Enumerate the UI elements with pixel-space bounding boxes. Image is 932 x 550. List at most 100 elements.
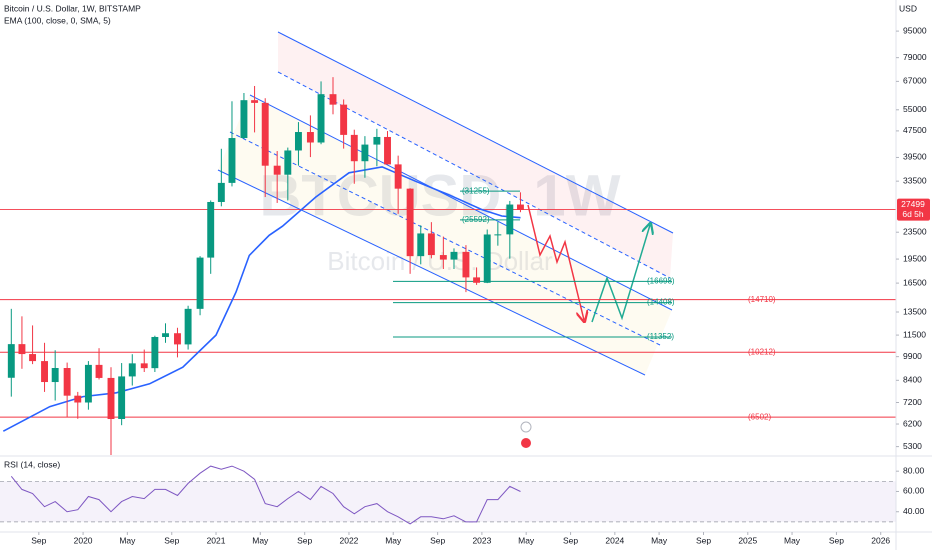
level-label: (31255) xyxy=(462,186,490,195)
channel-line xyxy=(277,31,674,234)
x-tick-label: Sep xyxy=(164,535,179,545)
candle-body xyxy=(74,395,82,403)
candle-body xyxy=(317,94,325,143)
channel-fill-lower xyxy=(218,95,672,375)
y-tick-label: 79000 xyxy=(903,52,927,62)
projection-arrow-down xyxy=(527,204,584,320)
x-tick-label: Sep xyxy=(829,535,844,545)
ema-line xyxy=(2,166,521,432)
candle-body xyxy=(118,376,126,420)
candle-body xyxy=(84,364,92,403)
candle-body xyxy=(329,94,337,105)
candle-body xyxy=(350,134,358,162)
candle-body xyxy=(361,144,369,162)
x-tick-label: 2022 xyxy=(340,535,359,545)
y-tick-label: 80.00 xyxy=(903,465,925,475)
candle-body xyxy=(140,363,148,369)
candle-body xyxy=(284,150,292,175)
candle-body xyxy=(217,182,225,202)
y-tick-label: 33500 xyxy=(903,175,927,185)
watermark-name: Bitcoin / U.S. Dollar xyxy=(327,246,553,276)
y-tick-label: 7200 xyxy=(903,397,922,407)
channel-midline xyxy=(229,131,661,346)
level-label: (16698) xyxy=(647,277,675,286)
x-tick-label: May xyxy=(784,535,801,545)
y-tick-label: 11500 xyxy=(903,329,926,339)
candle-body xyxy=(174,333,181,345)
level-label: (14710) xyxy=(748,295,776,304)
y-tick-label: 67000 xyxy=(903,76,927,86)
candle-body xyxy=(251,100,259,103)
candle-body xyxy=(384,136,391,165)
candle-body xyxy=(128,363,136,377)
candle-body xyxy=(261,102,269,166)
y-tick-label: 60.00 xyxy=(903,486,925,496)
y-tick-label: 55000 xyxy=(903,104,927,114)
candle-body xyxy=(373,136,381,145)
x-tick-label: May xyxy=(252,535,269,545)
y-tick-label: 39500 xyxy=(903,152,927,162)
candle-body xyxy=(406,188,414,257)
y-tick-label: 6200 xyxy=(903,418,922,428)
candle-body xyxy=(29,354,37,362)
candle-body xyxy=(95,364,103,378)
x-tick-label: Sep xyxy=(430,535,445,545)
y-tick-label: 23500 xyxy=(903,226,927,236)
currency-label: USD xyxy=(899,3,917,13)
x-tick-label: Sep xyxy=(297,535,312,545)
x-tick-label: 2025 xyxy=(738,535,757,545)
candle-body xyxy=(107,377,115,420)
channel-line xyxy=(217,169,646,376)
candle-body xyxy=(427,233,435,256)
candle-body xyxy=(63,368,71,396)
x-tick-label: 2020 xyxy=(74,535,93,545)
candle-body xyxy=(41,361,48,383)
ema-legend: EMA (100, close, 0, SMA, 5) xyxy=(4,15,111,25)
rsi-band xyxy=(0,481,896,522)
rsi-pane xyxy=(0,465,896,525)
y-tick-label: 13500 xyxy=(903,306,927,316)
level-label: (11352) xyxy=(647,332,674,341)
candle-body xyxy=(273,165,281,175)
event-icon xyxy=(521,438,531,448)
y-tick-label: 5300 xyxy=(903,441,922,451)
candle-body xyxy=(294,132,302,151)
candle-body xyxy=(162,333,169,337)
x-tick-label: May xyxy=(385,535,402,545)
last-price-label: 27499 xyxy=(901,199,925,209)
candle-body xyxy=(462,251,470,278)
legend: Bitcoin / U.S. Dollar, 1W, BITSTAMP EMA … xyxy=(4,3,141,469)
level-label: (14408) xyxy=(647,298,675,307)
candle-body xyxy=(207,201,215,258)
countdown-label: 6d 5h xyxy=(902,209,924,219)
x-tick-label: 2023 xyxy=(472,535,491,545)
y-tick-label: 95000 xyxy=(903,25,927,35)
channel-fill-upper xyxy=(278,32,673,278)
rsi-line xyxy=(10,465,521,525)
level-label: (10212) xyxy=(748,347,776,356)
level-label: (6502) xyxy=(748,412,771,421)
x-tick-label: May xyxy=(119,535,136,545)
candle-body xyxy=(394,164,402,189)
candle-body xyxy=(450,251,458,260)
candle-body xyxy=(306,132,314,143)
x-tick-label: Sep xyxy=(563,535,578,545)
level-label: (25592) xyxy=(462,215,490,224)
candle-body xyxy=(7,344,15,378)
candle-body xyxy=(439,255,447,260)
x-tick-label: 2026 xyxy=(871,535,890,545)
candle-body xyxy=(196,257,204,309)
watermark: BTCUSD, 1W Bitcoin / U.S. Dollar xyxy=(260,163,621,276)
y-tick-label: 47500 xyxy=(903,125,927,135)
x-tick-label: May xyxy=(518,535,535,545)
candle-body xyxy=(228,138,236,183)
candle-body xyxy=(184,308,192,345)
candle-body xyxy=(151,336,159,369)
candle-body xyxy=(483,234,491,283)
candle-body xyxy=(18,344,26,355)
y-tick-label: 9900 xyxy=(903,351,922,361)
candle-body xyxy=(417,233,425,257)
x-tick-label: 2021 xyxy=(207,535,226,545)
rsi-title: RSI (14, close) xyxy=(4,459,60,469)
